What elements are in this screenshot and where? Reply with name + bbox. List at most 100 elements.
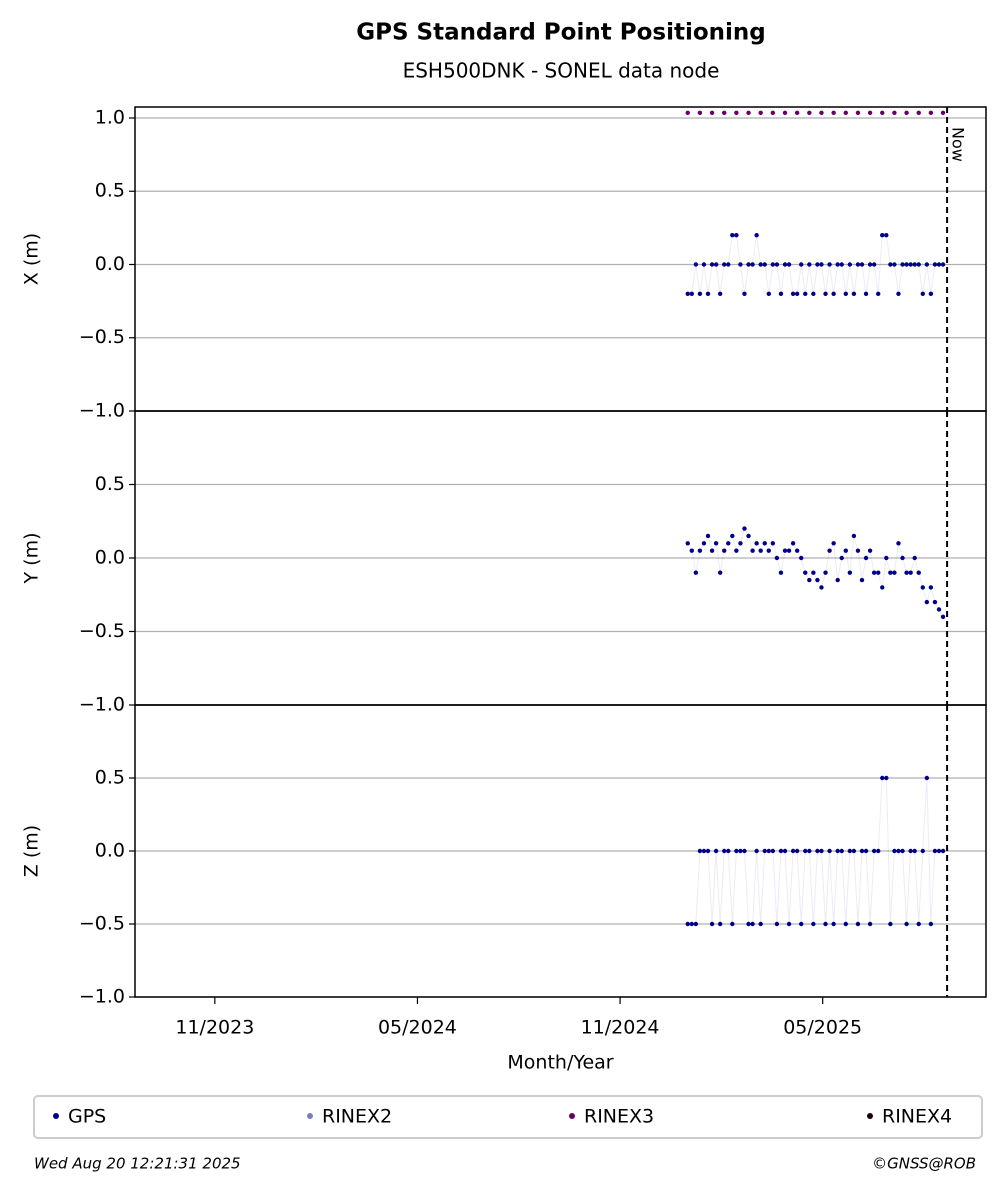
data-point bbox=[859, 848, 865, 854]
trace-line bbox=[687, 234, 944, 295]
data-point bbox=[750, 548, 755, 553]
data-point bbox=[717, 291, 723, 296]
data-point bbox=[742, 526, 747, 531]
data-point bbox=[722, 110, 727, 116]
data-point bbox=[920, 291, 925, 296]
legend-label: RINEX2 bbox=[322, 1106, 392, 1128]
data-point bbox=[900, 848, 905, 854]
data-point bbox=[709, 110, 715, 116]
data-point bbox=[892, 262, 897, 267]
data-point bbox=[726, 541, 731, 546]
y-tick-label: −0.5 bbox=[79, 326, 125, 348]
data-point bbox=[811, 570, 816, 575]
data-point bbox=[705, 848, 711, 854]
y-axis-label: Y (m) bbox=[21, 533, 43, 585]
data-point bbox=[807, 848, 812, 854]
data-point bbox=[831, 291, 836, 296]
data-point bbox=[867, 548, 873, 553]
data-point bbox=[746, 110, 751, 116]
data-point bbox=[924, 262, 930, 267]
data-point bbox=[831, 921, 836, 927]
data-point bbox=[803, 570, 808, 575]
data-point bbox=[871, 848, 877, 854]
data-point bbox=[880, 232, 885, 238]
data-point bbox=[859, 577, 865, 583]
data-point bbox=[717, 921, 723, 927]
data-point bbox=[689, 291, 694, 296]
data-point bbox=[754, 541, 759, 546]
now-label: Now bbox=[949, 127, 968, 162]
data-point bbox=[888, 262, 893, 267]
data-point bbox=[790, 848, 796, 854]
data-point bbox=[685, 541, 690, 546]
data-point bbox=[888, 570, 893, 575]
y-tick-label: 1.0 bbox=[95, 106, 125, 128]
data-point bbox=[900, 555, 905, 561]
data-point bbox=[835, 577, 840, 583]
data-point bbox=[831, 541, 836, 546]
plot-frame bbox=[134, 704, 987, 998]
data-point bbox=[880, 585, 885, 590]
data-point bbox=[799, 262, 804, 267]
data-point bbox=[900, 262, 905, 267]
data-point bbox=[867, 921, 873, 927]
data-point bbox=[786, 921, 792, 927]
data-point bbox=[884, 775, 889, 781]
data-point bbox=[746, 262, 751, 267]
data-point bbox=[774, 555, 780, 561]
y-tick-label: 0.0 bbox=[95, 840, 125, 862]
footer-credit: ©GNSS@ROB bbox=[872, 1155, 976, 1173]
data-point bbox=[876, 291, 881, 296]
data-point bbox=[713, 262, 719, 267]
data-point bbox=[859, 262, 865, 267]
legend-marker bbox=[307, 1113, 313, 1119]
data-point bbox=[697, 848, 703, 854]
data-point bbox=[904, 570, 909, 575]
data-point bbox=[697, 548, 703, 553]
data-point bbox=[928, 585, 934, 590]
y-tick-label: −0.5 bbox=[79, 620, 125, 642]
data-point bbox=[912, 555, 917, 561]
data-point bbox=[807, 110, 812, 116]
data-point bbox=[790, 541, 796, 546]
legend-label: RINEX3 bbox=[584, 1106, 654, 1128]
data-point bbox=[823, 921, 828, 927]
data-point bbox=[827, 548, 832, 553]
data-point bbox=[709, 921, 715, 927]
data-point bbox=[940, 262, 946, 267]
data-point bbox=[884, 555, 889, 561]
data-point bbox=[705, 533, 711, 539]
data-point bbox=[916, 921, 921, 927]
data-point bbox=[936, 848, 942, 854]
data-point bbox=[770, 262, 776, 267]
data-point bbox=[758, 921, 763, 927]
data-point bbox=[839, 262, 844, 267]
data-point bbox=[782, 262, 788, 267]
data-point bbox=[799, 921, 804, 927]
legend-label: RINEX4 bbox=[882, 1106, 952, 1128]
data-point bbox=[815, 848, 820, 854]
data-point bbox=[770, 848, 776, 854]
legend-box bbox=[33, 1095, 983, 1139]
data-point bbox=[888, 921, 893, 927]
data-point bbox=[689, 548, 694, 553]
y-tick-label: 0.0 bbox=[95, 253, 125, 275]
data-point bbox=[940, 110, 946, 116]
data-point bbox=[685, 291, 690, 296]
legend-marker bbox=[569, 1113, 575, 1119]
data-point bbox=[831, 110, 836, 116]
data-point bbox=[912, 848, 917, 854]
data-point bbox=[742, 848, 747, 854]
x-axis-label: Month/Year bbox=[507, 1052, 613, 1074]
data-point bbox=[871, 570, 877, 575]
data-point bbox=[762, 848, 767, 854]
data-point bbox=[924, 599, 930, 605]
data-point bbox=[843, 291, 848, 296]
data-point bbox=[863, 555, 869, 561]
data-point bbox=[782, 110, 788, 116]
legend-marker bbox=[867, 1113, 873, 1119]
data-point bbox=[880, 110, 885, 116]
data-point bbox=[863, 848, 869, 854]
data-point bbox=[892, 110, 897, 116]
